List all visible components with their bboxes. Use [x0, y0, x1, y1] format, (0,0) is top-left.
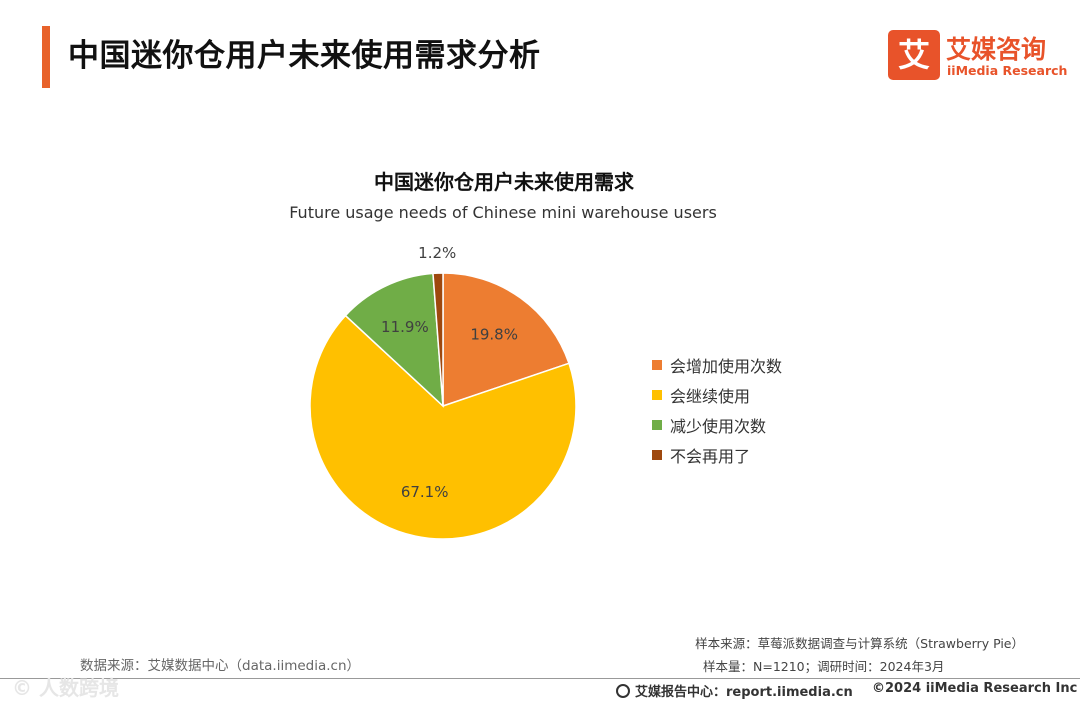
- data-source: 数据来源：艾媒数据中心（data.iimedia.cn）: [80, 658, 361, 674]
- pie-slice-label-2: 67.1%: [401, 483, 449, 501]
- legend-swatch-2: [652, 390, 662, 400]
- footer-report-center-text: 艾媒报告中心：report.iimedia.cn: [635, 685, 853, 700]
- brand-logo: 艾 艾媒咨询 iiMedia Research: [888, 30, 1067, 84]
- pie-slice-label-3: 11.9%: [381, 318, 429, 336]
- pie-slice-4: [432, 272, 444, 407]
- legend-swatch-1: [652, 360, 662, 370]
- legend-label-1: 会增加使用次数: [670, 357, 783, 376]
- footer-report-center: 艾媒报告中心：report.iimedia.cn: [616, 681, 853, 700]
- logo-text-en: iiMedia Research: [947, 63, 1068, 78]
- logo-mark: 艾: [888, 30, 940, 80]
- legend-label-3: 减少使用次数: [670, 417, 767, 436]
- pie-slice-1: [442, 272, 570, 408]
- legend-item-2: 会继续使用: [652, 380, 782, 410]
- logo-text-cn: 艾媒咨询: [946, 35, 1047, 64]
- watermark-text: © 人数跨境: [12, 676, 119, 700]
- pie-slice-label-4: 1.2%: [418, 244, 456, 262]
- sample-info: 样本量：N=1210；调研时间：2024年3月: [703, 659, 945, 674]
- title-accent-bar: [42, 26, 50, 88]
- footer-divider: [0, 678, 1080, 679]
- chart-subtitle: Future usage needs of Chinese mini wareh…: [289, 203, 717, 222]
- legend-label-2: 会继续使用: [670, 387, 751, 406]
- footer-copyright: ©2024 iiMedia Research Inc: [872, 681, 1078, 696]
- legend-item-3: 减少使用次数: [652, 410, 782, 440]
- legend-swatch-4: [652, 450, 662, 460]
- legend-item-4: 不会再用了: [652, 440, 782, 470]
- legend-swatch-3: [652, 420, 662, 430]
- chart-legend: 会增加使用次数 会继续使用减少使用次数 不会再用了: [652, 350, 782, 470]
- pie-slice-label-1: 19.8%: [470, 326, 518, 344]
- sample-source: 样本来源：草莓派数据调查与计算系统（Strawberry Pie）: [695, 636, 1024, 651]
- pie-slice-3: [344, 272, 444, 408]
- chart-title: 中国迷你仓用户未来使用需求: [374, 170, 634, 194]
- pie-slice-2: [309, 314, 577, 540]
- legend-label-4: 不会再用了: [670, 447, 751, 466]
- legend-item-1: 会增加使用次数: [652, 350, 782, 380]
- page-title: 中国迷你仓用户未来使用需求分析: [68, 38, 541, 74]
- globe-icon: [616, 683, 630, 698]
